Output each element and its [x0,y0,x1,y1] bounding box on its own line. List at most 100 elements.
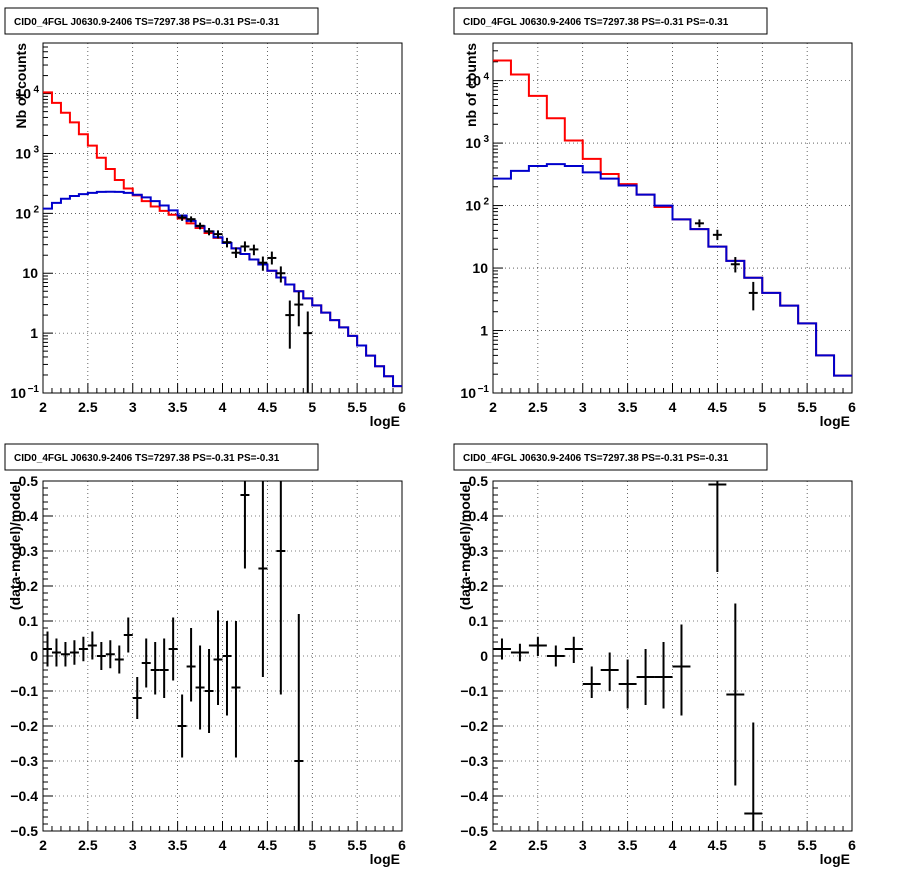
x-tick-label: 4 [219,399,227,415]
y-axis-title: Nb of counts [13,43,29,129]
data-point [213,610,223,705]
data-point [186,628,196,702]
data-point [748,281,758,311]
y-tick-label: 0 [480,648,488,664]
data-point [177,214,187,221]
x-tick-label: 3 [579,399,587,415]
y-tick-label: 0.5 [19,473,39,489]
data-point [564,636,583,663]
y-tick-label: 0 [30,648,38,664]
x-tick-label: 3.5 [168,399,188,415]
x-tick-label: 3.5 [618,399,638,415]
data-point [168,617,178,681]
y-tick-label: 0.2 [469,578,489,594]
x-tick-label: 6 [398,837,406,853]
x-tick-label: 2 [39,399,47,415]
data-point [132,677,142,719]
chart-title: CID0_4FGL J0630.9-2406 TS=7297.38 PS=-0.… [463,453,729,464]
histogram-series-2 [493,163,852,377]
x-tick-label: 5 [758,399,766,415]
title-box [453,7,768,35]
data-point [744,722,763,831]
x-tick-label: 5.5 [347,399,367,415]
y-tick-label: 10 [15,86,31,102]
y-tick-label: −0.3 [10,753,38,769]
data-point [618,659,637,709]
data-point [43,631,52,667]
data-point [51,638,61,667]
y-tick-label: 10 [10,385,26,401]
y-tick-label: 10 [465,73,481,89]
chart-panel-4: 2 2.5 3 3.5 4 4.5 5 5.5 6 −0.5 −0.4 −0.3 −0.2 −0.1 0 0.… [453,443,856,867]
x-tick-label: 2 [39,837,47,853]
x-tick-label: 2.5 [78,837,98,853]
data-point [213,230,223,239]
data-point [258,256,268,271]
x-tick-label: 5.5 [347,837,367,853]
x-tick-label: 2.5 [528,399,548,415]
x-tick-label: 3.5 [618,837,638,853]
x-axis-title: logE [820,413,850,429]
x-tick-label: 5.5 [797,837,817,853]
y-tick-label: 1 [30,325,38,341]
data-point [177,694,187,758]
y-tick-label: −0.5 [10,823,38,839]
data-point [267,251,277,265]
y-tick-exponent: −1 [28,384,40,395]
histogram-series-2 [43,190,402,388]
title-box [453,443,768,471]
data-point [240,481,250,569]
data-point [96,642,106,670]
data-point [285,300,295,349]
data-point [636,649,655,705]
x-tick-label: 5.5 [797,399,817,415]
chart-title: CID0_4FGL J0630.9-2406 TS=7297.38 PS=-0.… [14,453,280,464]
y-tick-exponent: 2 [483,197,489,208]
x-tick-label: 4 [219,837,227,853]
data-point [249,244,259,256]
data-point [654,642,673,709]
data-point [276,266,286,283]
y-tick-exponent: 3 [483,134,489,145]
y-tick-label: 0.4 [19,508,39,524]
x-tick-label: 4.5 [708,399,728,415]
x-tick-label: 4.5 [258,837,278,853]
y-tick-label: −0.4 [460,788,488,804]
y-tick-exponent: −1 [478,384,490,395]
data-point [78,636,88,662]
data-point [726,603,745,786]
data-point [708,481,727,572]
data-point [294,291,304,327]
x-tick-label: 2 [489,399,497,415]
x-axis-title: logE [820,851,850,867]
data-point [493,638,511,660]
y-axis-title: (data-model)/model [7,481,23,610]
x-tick-label: 4 [669,837,677,853]
data-point [195,645,205,730]
x-tick-label: 2 [489,837,497,853]
data-point [195,222,205,230]
chart-title: CID0_4FGL J0630.9-2406 TS=7297.38 PS=-0.… [14,17,280,28]
data-point [231,621,241,758]
data-point [204,649,214,733]
y-tick-label: 0.1 [19,613,39,629]
y-tick-label: 10 [460,385,476,401]
data-point [712,229,722,241]
data-point [87,631,97,660]
x-tick-label: 3.5 [168,837,188,853]
data-point [240,241,250,252]
data-point [294,614,304,831]
chart-panel-3: 2 2.5 3 3.5 4 4.5 5 5.5 6 −0.5 −0.4 −0.3 −0.2 −0.1 0 0.… [4,443,406,867]
x-tick-label: 3 [129,399,137,415]
y-tick-label: 0.3 [19,543,39,559]
x-axis-title: logE [370,413,400,429]
x-tick-label: 5 [308,837,316,853]
y-tick-label: −0.2 [460,718,488,734]
data-point [159,638,169,698]
y-tick-label: 0.3 [469,543,489,559]
y-tick-label: −0.3 [460,753,488,769]
data-point [105,640,115,669]
data-point [672,624,691,716]
